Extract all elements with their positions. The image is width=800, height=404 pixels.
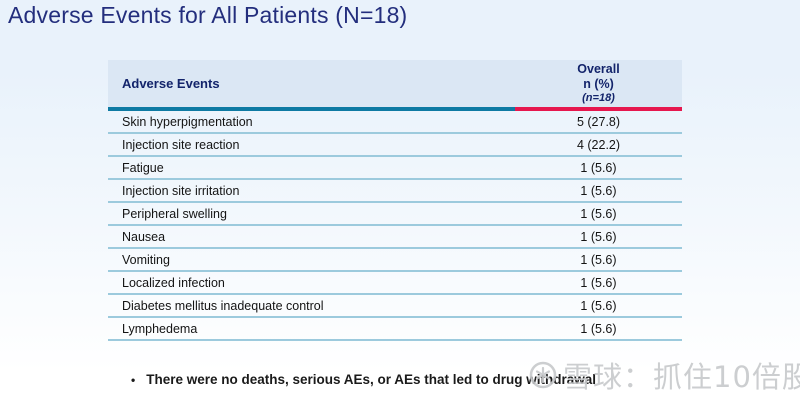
crimson-accent-bar bbox=[515, 107, 682, 111]
n-pct-label: n (%) bbox=[583, 77, 614, 92]
table-row: Injection site reaction 4 (22.2) bbox=[108, 134, 682, 157]
header-accent-bars bbox=[108, 107, 682, 111]
page-title: Adverse Events for All Patients (N=18) bbox=[8, 2, 408, 28]
table-row: Skin hyperpigmentation 5 (27.8) bbox=[108, 111, 682, 134]
table-row: Lymphedema 1 (5.6) bbox=[108, 318, 682, 341]
footnote-text: There were no deaths, serious AEs, or AE… bbox=[146, 372, 597, 387]
adverse-event-count: 1 (5.6) bbox=[580, 275, 617, 290]
column-header-adverse-events: Adverse Events bbox=[122, 76, 220, 91]
adverse-event-name: Injection site reaction bbox=[122, 137, 240, 152]
table-row: Localized infection 1 (5.6) bbox=[108, 272, 682, 295]
table-header-row: Adverse Events Overall n (%) (n=18) bbox=[108, 60, 682, 107]
footnote: • There were no deaths, serious AEs, or … bbox=[131, 372, 596, 387]
adverse-event-name: Peripheral swelling bbox=[122, 206, 227, 221]
watermark-text: 雪球：抓住10倍股 bbox=[563, 360, 800, 394]
table-row: Nausea 1 (5.6) bbox=[108, 226, 682, 249]
adverse-event-name: Diabetes mellitus inadequate control bbox=[122, 298, 324, 313]
table-row: Fatigue 1 (5.6) bbox=[108, 157, 682, 180]
table-body: Skin hyperpigmentation 5 (27.8) Injectio… bbox=[108, 111, 682, 341]
table-row: Vomiting 1 (5.6) bbox=[108, 249, 682, 272]
table-row: Diabetes mellitus inadequate control 1 (… bbox=[108, 295, 682, 318]
adverse-event-name: Nausea bbox=[122, 229, 166, 244]
adverse-event-name: Skin hyperpigmentation bbox=[122, 114, 253, 129]
adverse-event-count: 4 (22.2) bbox=[576, 137, 621, 152]
table-row: Peripheral swelling 1 (5.6) bbox=[108, 203, 682, 226]
adverse-event-count: 1 (5.6) bbox=[580, 298, 617, 313]
adverse-event-name: Lymphedema bbox=[122, 321, 198, 336]
table-row: Injection site irritation 1 (5.6) bbox=[108, 180, 682, 203]
adverse-event-count: 1 (5.6) bbox=[580, 252, 617, 267]
adverse-event-count: 5 (27.8) bbox=[576, 114, 621, 129]
adverse-events-table: Adverse Events Overall n (%) (n=18) Skin… bbox=[108, 60, 682, 341]
adverse-event-name: Vomiting bbox=[122, 252, 170, 267]
adverse-event-count: 1 (5.6) bbox=[580, 229, 617, 244]
adverse-event-count: 1 (5.6) bbox=[580, 183, 617, 198]
bullet-point: • bbox=[131, 373, 136, 387]
adverse-event-name: Injection site irritation bbox=[122, 183, 240, 198]
n-total-label: (n=18) bbox=[582, 91, 615, 104]
adverse-event-count: 1 (5.6) bbox=[580, 160, 617, 175]
adverse-event-count: 1 (5.6) bbox=[580, 321, 617, 336]
column-header-overall: Overall n (%) (n=18) bbox=[515, 60, 682, 107]
adverse-event-name: Fatigue bbox=[122, 160, 164, 175]
adverse-event-name: Localized infection bbox=[122, 275, 225, 290]
teal-accent-bar bbox=[108, 107, 515, 111]
overall-label: Overall bbox=[577, 62, 620, 77]
adverse-event-count: 1 (5.6) bbox=[580, 206, 617, 221]
